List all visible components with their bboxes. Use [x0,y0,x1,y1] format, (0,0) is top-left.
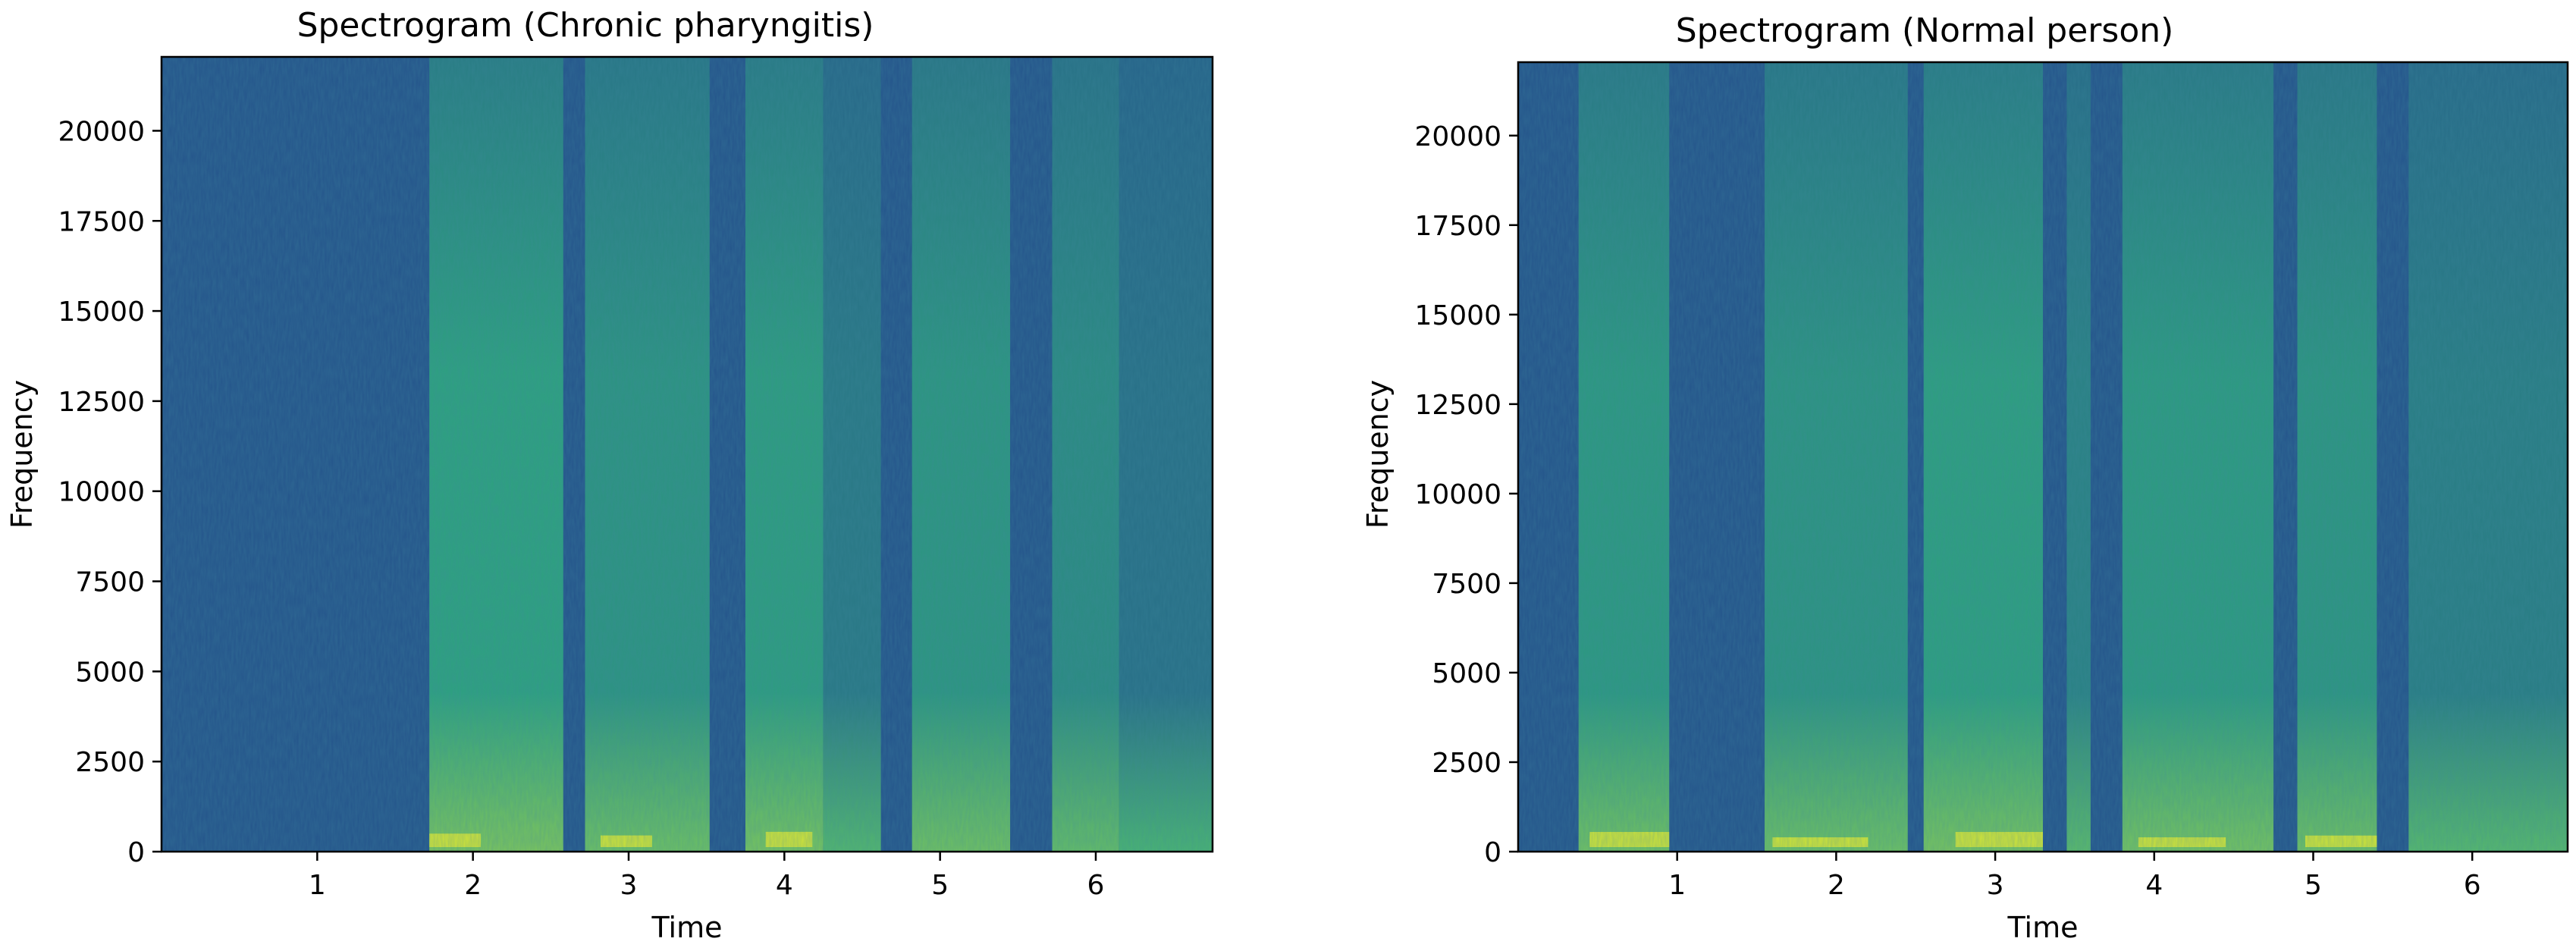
y-tick-label: 10000 [1414,479,1501,510]
y-tick-label: 17500 [1414,211,1501,242]
x-tick-label: 5 [2305,870,2322,901]
x-tick-label: 3 [620,870,638,901]
x-tick-label: 4 [776,870,793,901]
y-tick-label: 7500 [1432,569,1501,600]
y-tick-label: 0 [127,837,145,868]
y-tick-label: 12500 [58,387,145,418]
x-tick-label: 1 [1668,870,1686,901]
y-tick-label: 20000 [58,116,145,147]
x-axis: 1 2 3 4 5 6 [1668,852,2481,901]
x-tick-label: 2 [1828,870,1845,901]
y-axis-label: Frequency [1361,380,1395,529]
y-tick-label: 17500 [58,206,145,237]
y-tick-label: 15000 [1414,300,1501,331]
plot-frame [1517,61,2569,853]
y-axis-label: Frequency [5,380,39,529]
x-axis: 1 2 3 4 5 6 [309,852,1105,901]
x-tick-label: 4 [2145,870,2163,901]
spectrogram-normal-person: Spectrogram (Normal person) 0 2500 5000 750… [1361,11,2569,944]
y-tick-label: 7500 [75,567,145,598]
x-tick-label: 5 [931,870,949,901]
y-axis: 0 2500 5000 7500 10000 12500 15000 17500 20000 [1414,121,1518,868]
y-tick-label: 12500 [1414,390,1501,421]
x-axis-label: Time [651,911,723,944]
y-tick-label: 2500 [75,747,145,778]
y-tick-label: 20000 [1414,121,1501,152]
spectrogram-chronic-pharyngitis: Spectrogram (Chronic pharyngitis) 0 2500 5… [5,6,1214,944]
x-tick-label: 2 [464,870,482,901]
plot-frame [160,55,1214,853]
noise-texture [1518,62,2568,852]
y-tick-label: 10000 [58,477,145,508]
noise-texture [162,57,1213,852]
y-axis: 0 2500 5000 7500 10000 12500 15000 17500 20000 [58,116,162,868]
y-tick-label: 5000 [75,657,145,688]
x-axis-label: Time [2007,911,2079,944]
x-tick-label: 6 [1087,870,1105,901]
y-tick-label: 2500 [1432,748,1501,779]
chart-title: Spectrogram (Normal person) [1676,11,2174,50]
x-tick-label: 1 [309,870,326,901]
y-tick-label: 5000 [1432,658,1501,689]
y-tick-label: 15000 [58,297,145,328]
x-tick-label: 6 [2464,870,2481,901]
chart-title: Spectrogram (Chronic pharyngitis) [297,6,874,45]
y-tick-label: 0 [1484,837,1501,868]
x-tick-label: 3 [1987,870,2004,901]
